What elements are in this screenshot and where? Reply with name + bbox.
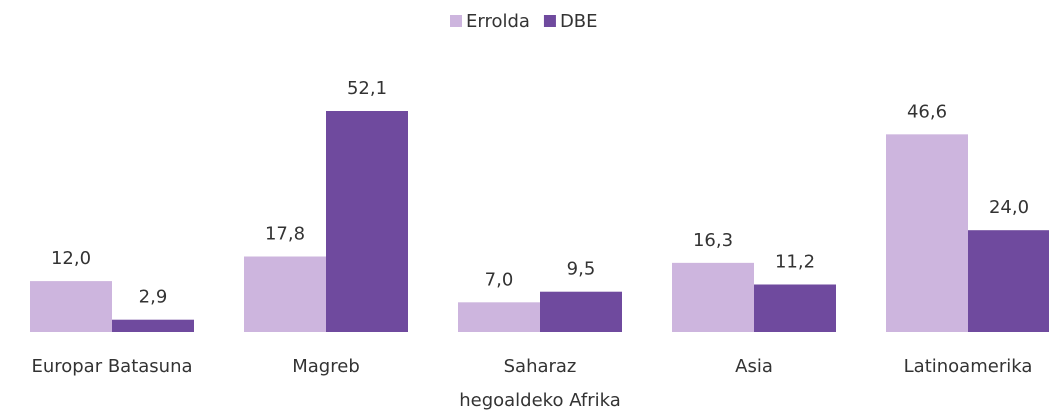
- value-label: 46,6: [907, 101, 947, 122]
- value-label: 24,0: [989, 197, 1029, 218]
- bar: [458, 302, 540, 332]
- bar: [112, 319, 194, 332]
- legend-label: Errolda: [466, 11, 530, 32]
- bar: [326, 111, 408, 332]
- x-tick-label: Europar Batasuna: [31, 356, 192, 377]
- value-label: 7,0: [485, 269, 514, 290]
- bar: [540, 291, 622, 332]
- x-tick-label: Latinoamerika: [904, 356, 1033, 377]
- bar: [886, 134, 968, 332]
- value-label: 17,8: [265, 223, 305, 244]
- value-label: 12,0: [51, 248, 91, 269]
- bar: [968, 230, 1049, 332]
- legend-swatch: [543, 15, 556, 27]
- legend-label: DBE: [560, 11, 598, 32]
- value-label: 11,2: [775, 251, 815, 272]
- bar: [754, 284, 836, 332]
- value-label: 2,9: [139, 287, 168, 308]
- x-tick-label: Magreb: [292, 356, 360, 377]
- x-tick-label: Asia: [735, 356, 773, 377]
- value-label: 9,5: [567, 259, 596, 280]
- value-label: 52,1: [347, 78, 387, 99]
- bar: [30, 281, 112, 332]
- x-tick-label: Saharaz hegoaldeko Afrika: [459, 356, 621, 411]
- value-label: 16,3: [693, 230, 733, 251]
- legend-swatch: [450, 15, 462, 27]
- bar: [244, 256, 326, 332]
- bar: [672, 262, 754, 332]
